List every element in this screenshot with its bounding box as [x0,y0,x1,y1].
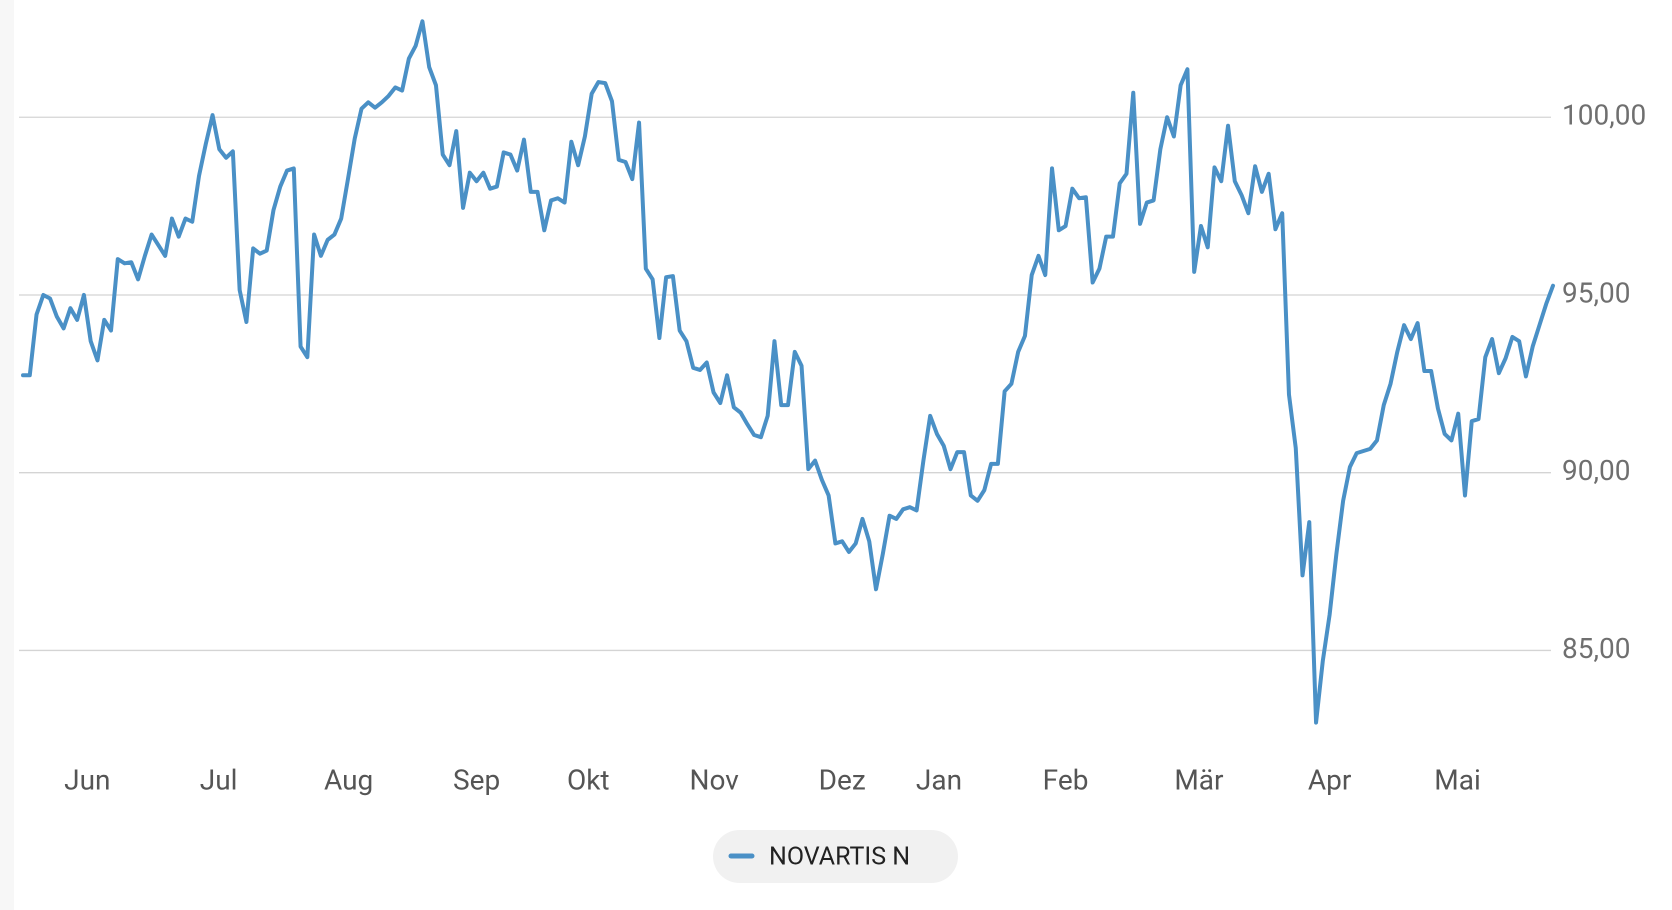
x-tick-label: Okt [567,763,610,796]
price-line [21,19,1555,725]
x-tick-label: Sep [453,763,500,796]
x-tick-label: Dez [819,763,866,796]
legend[interactable]: NOVARTIS N [713,830,958,883]
x-tick-label: Feb [1043,763,1089,796]
x-tick-label: Aug [324,763,373,796]
y-tick-label: 100,00 [1562,99,1646,132]
x-tick-label: Nov [690,763,740,796]
x-tick-label: Jun [64,763,110,796]
y-tick-label: 85,00 [1562,632,1630,665]
edge-shade [0,0,14,910]
legend-label: NOVARTIS N [769,843,910,872]
x-tick-label: Apr [1308,763,1352,796]
y-tick-label: 90,00 [1562,454,1630,487]
x-tick-label: Jul [200,763,238,796]
x-tick-label: Jan [916,763,962,796]
x-tick-label: Mär [1174,763,1224,796]
y-tick-label: 95,00 [1562,276,1630,309]
legend-pill [713,830,958,883]
x-tick-label: Mai [1434,763,1480,796]
